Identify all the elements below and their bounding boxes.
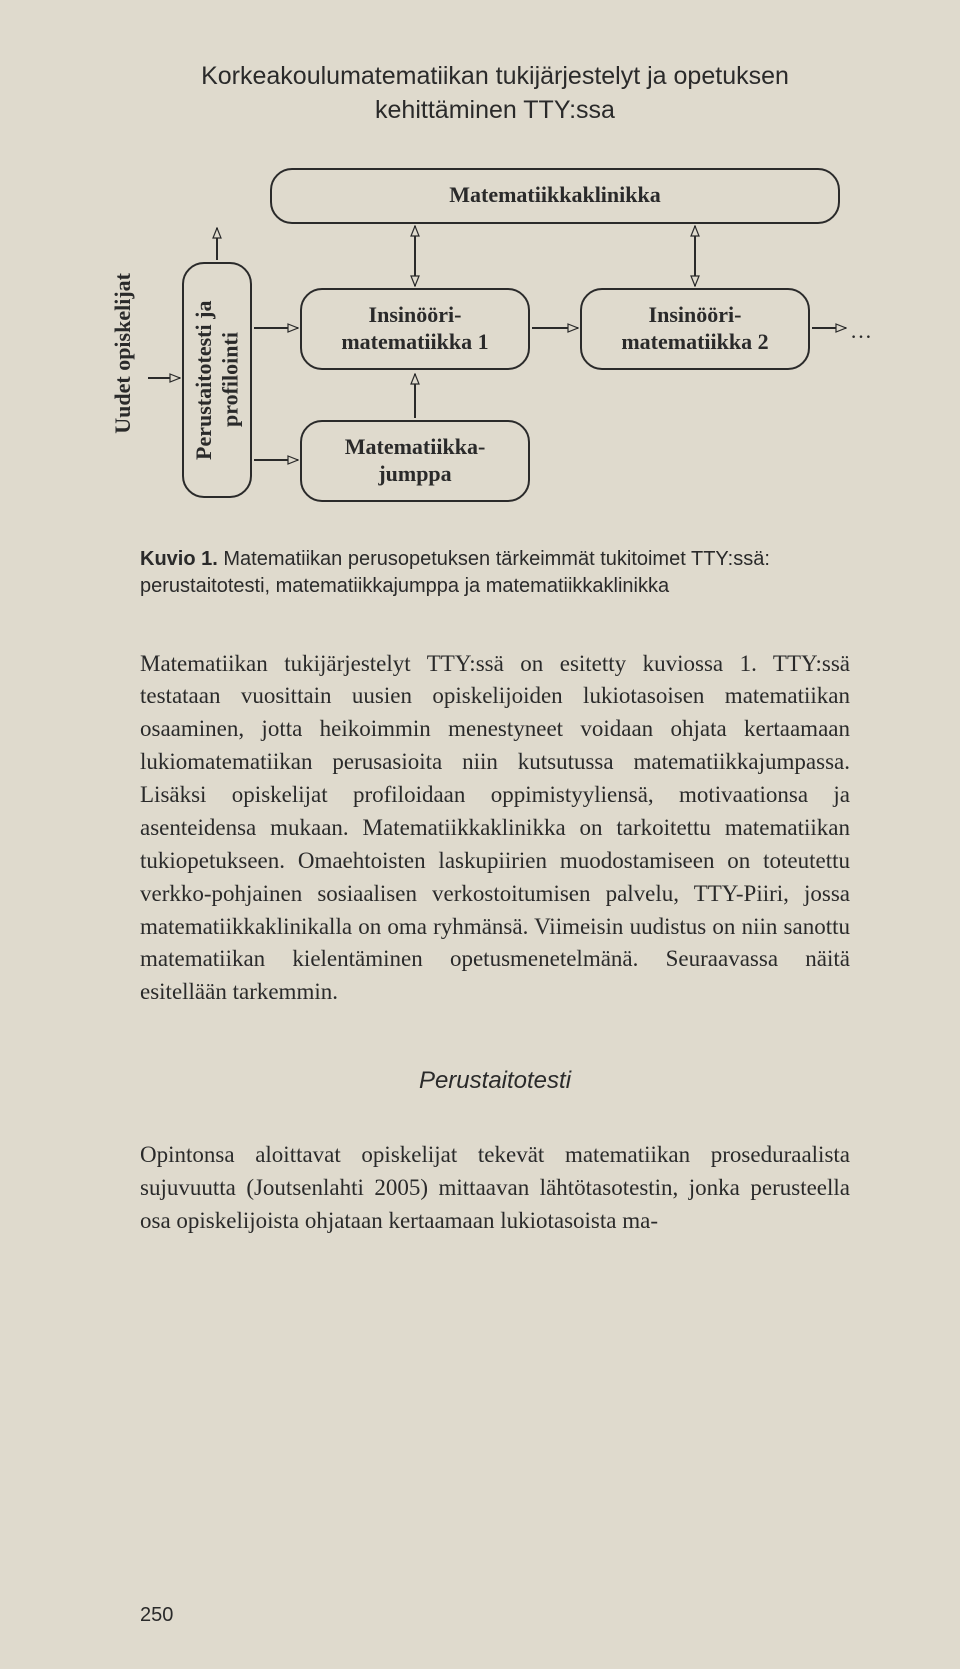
caption-rest: Matematiikan perusopetuksen tärkeimmät t… [140, 548, 770, 597]
caption-bold: Kuvio 1. [140, 548, 218, 570]
section-heading: Korkeakoulumatematiikan tukijärjestelyt … [140, 60, 850, 128]
flow-diagram: Uudet opiskelijat Perustaitotesti ja pro… [140, 168, 850, 528]
figure-caption: Kuvio 1. Matematiikan perusopetuksen tär… [140, 546, 850, 600]
subheading-perustaitotesti: Perustaitotesti [140, 1067, 850, 1095]
body-paragraph-2: Opintonsa aloittavat opiskelijat tekevät… [140, 1139, 850, 1238]
page-number: 250 [140, 1604, 173, 1627]
diagram-arrows [140, 168, 870, 528]
body-paragraph-1: Matematiikan tukijärjestelyt TTY:ssä on … [140, 648, 850, 1010]
label-uudet-opiskelijat: Uudet opiskelijat [110, 273, 136, 434]
label-uudet-text: Uudet opiskelijat [110, 273, 135, 434]
